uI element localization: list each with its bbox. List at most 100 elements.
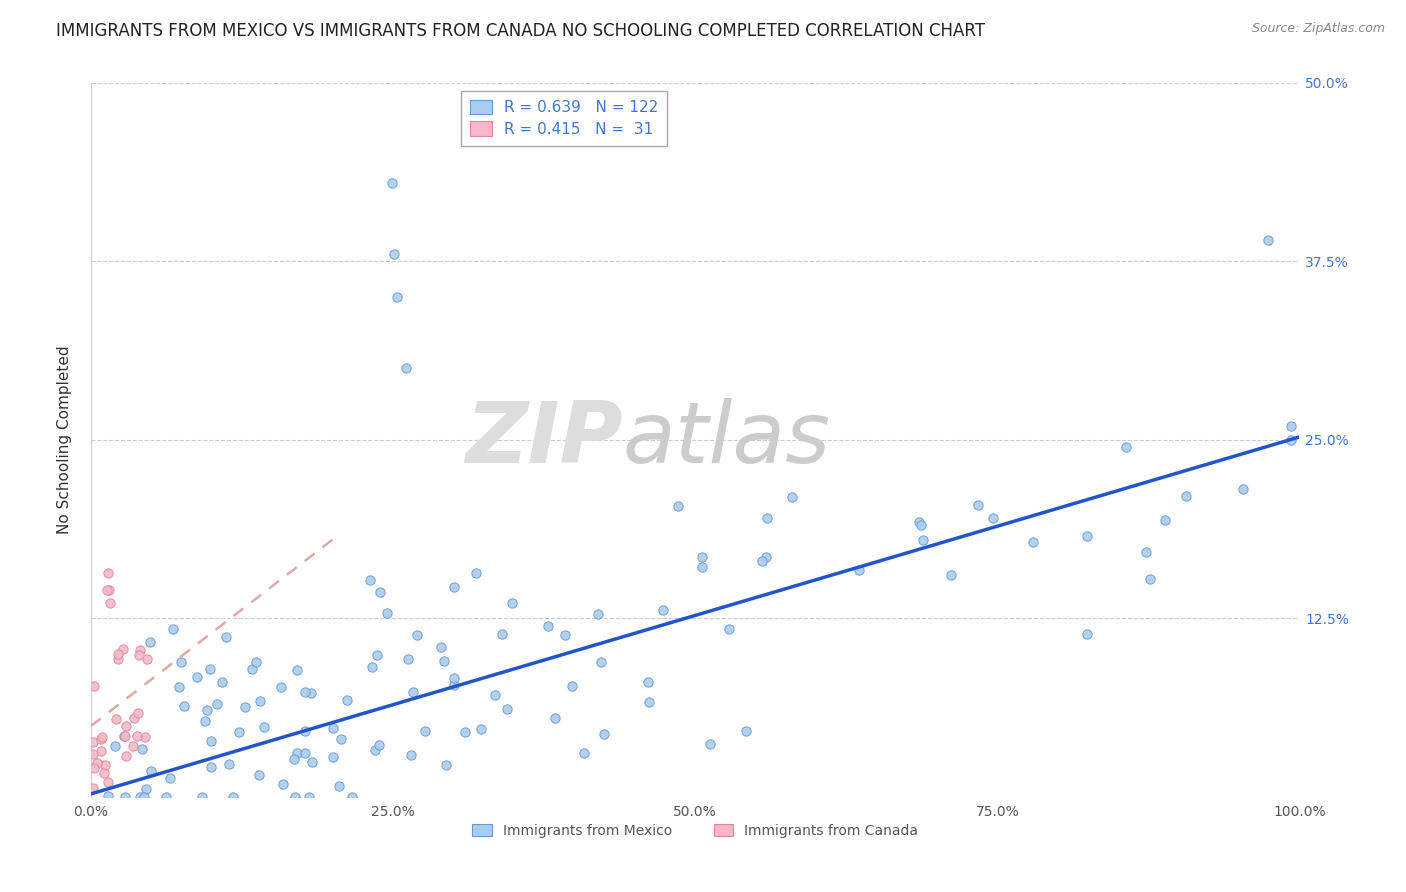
Point bbox=[253, 720, 276, 734]
Point bbox=[200, 662, 222, 676]
Point bbox=[211, 675, 233, 690]
Point bbox=[941, 568, 963, 582]
Point bbox=[298, 789, 321, 804]
Point bbox=[405, 628, 427, 642]
Point bbox=[173, 698, 195, 713]
Point bbox=[124, 711, 146, 725]
Point bbox=[496, 701, 519, 715]
Point bbox=[233, 699, 256, 714]
Point bbox=[537, 619, 560, 633]
Point bbox=[131, 742, 153, 756]
Point bbox=[167, 680, 190, 694]
Point bbox=[271, 777, 294, 791]
Point bbox=[443, 678, 465, 692]
Y-axis label: No Schooling Completed: No Schooling Completed bbox=[58, 345, 72, 534]
Point bbox=[454, 724, 477, 739]
Point bbox=[589, 655, 612, 669]
Point bbox=[270, 680, 292, 694]
Point bbox=[322, 721, 344, 735]
Point bbox=[666, 499, 689, 513]
Point bbox=[104, 712, 127, 726]
Point bbox=[115, 719, 138, 733]
Point bbox=[91, 730, 114, 744]
Point bbox=[200, 733, 222, 747]
Point bbox=[127, 706, 149, 720]
Point bbox=[755, 549, 778, 564]
Point bbox=[112, 730, 135, 744]
Point bbox=[395, 361, 418, 376]
Point bbox=[82, 747, 104, 761]
Point bbox=[396, 652, 419, 666]
Point bbox=[97, 566, 120, 580]
Point bbox=[107, 647, 129, 661]
Point bbox=[228, 724, 250, 739]
Point bbox=[186, 670, 208, 684]
Point bbox=[245, 655, 267, 669]
Point bbox=[83, 761, 105, 775]
Point bbox=[200, 760, 222, 774]
Point bbox=[1175, 489, 1198, 503]
Point bbox=[82, 735, 104, 749]
Point bbox=[413, 724, 436, 739]
Point bbox=[285, 746, 308, 760]
Point bbox=[366, 648, 388, 662]
Point bbox=[191, 789, 214, 804]
Point bbox=[104, 739, 127, 753]
Point bbox=[1257, 233, 1279, 247]
Point bbox=[194, 714, 217, 728]
Point bbox=[114, 789, 136, 804]
Point bbox=[107, 652, 129, 666]
Point bbox=[434, 757, 457, 772]
Point bbox=[128, 648, 150, 662]
Point bbox=[652, 603, 675, 617]
Point bbox=[361, 660, 384, 674]
Point bbox=[637, 675, 659, 690]
Point bbox=[911, 533, 934, 547]
Point bbox=[1153, 513, 1175, 527]
Point bbox=[249, 694, 271, 708]
Point bbox=[336, 692, 359, 706]
Point bbox=[215, 630, 238, 644]
Point bbox=[294, 685, 316, 699]
Point bbox=[543, 711, 565, 725]
Point bbox=[359, 573, 381, 587]
Point bbox=[484, 688, 506, 702]
Text: ZIP: ZIP bbox=[465, 399, 623, 482]
Point bbox=[155, 789, 177, 804]
Point bbox=[561, 680, 583, 694]
Point bbox=[159, 771, 181, 785]
Point bbox=[114, 729, 136, 743]
Point bbox=[284, 789, 307, 804]
Point bbox=[115, 748, 138, 763]
Point bbox=[1279, 418, 1302, 433]
Point bbox=[135, 782, 157, 797]
Point bbox=[780, 491, 803, 505]
Point bbox=[1135, 544, 1157, 558]
Point bbox=[139, 764, 162, 779]
Point bbox=[1076, 529, 1098, 543]
Point bbox=[90, 744, 112, 758]
Point bbox=[170, 656, 193, 670]
Point bbox=[690, 550, 713, 565]
Point bbox=[368, 585, 391, 599]
Point bbox=[128, 643, 150, 657]
Point bbox=[908, 515, 931, 529]
Text: atlas: atlas bbox=[623, 399, 831, 482]
Point bbox=[1279, 433, 1302, 447]
Point bbox=[433, 654, 456, 668]
Point bbox=[125, 729, 148, 743]
Point bbox=[586, 607, 609, 621]
Point bbox=[121, 739, 143, 753]
Point bbox=[401, 747, 423, 762]
Point bbox=[491, 627, 513, 641]
Point bbox=[134, 730, 156, 744]
Point bbox=[1139, 572, 1161, 586]
Point bbox=[443, 671, 465, 685]
Point bbox=[294, 746, 316, 760]
Point bbox=[470, 722, 492, 736]
Point bbox=[100, 596, 122, 610]
Point bbox=[981, 511, 1004, 525]
Point bbox=[299, 686, 322, 700]
Point bbox=[402, 684, 425, 698]
Point bbox=[1232, 482, 1254, 496]
